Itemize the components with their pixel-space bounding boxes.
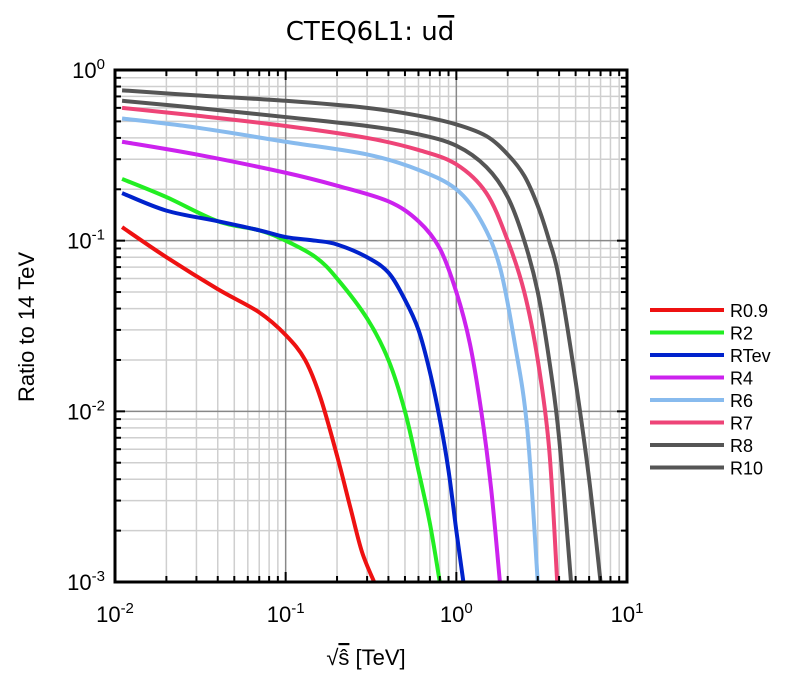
series-line-r7 [121,105,560,582]
x-tick-base: 10 [96,602,120,627]
legend-label-r6: R6 [730,391,753,411]
series-line-r6 [121,116,540,582]
plot-frame [113,68,629,584]
y-tick-exponent: -1 [92,227,105,244]
x-tick-label: 10-2 [96,600,134,627]
series-line-r4 [121,139,502,582]
y-tick-base: 10 [67,399,91,424]
y-tick-label: 100 [72,56,105,83]
legend-label-r8: R8 [730,436,753,456]
plot-series [120,88,603,582]
x-axis-label: √ŝ [TeV] [326,645,405,670]
x-tick-label: 101 [611,600,644,627]
y-tick-base: 10 [67,229,91,254]
x-tick-exponent: 1 [635,600,643,617]
y-tick-label: 10-2 [67,397,105,424]
y-axis-label: Ratio to 14 TeV [14,252,39,402]
series-line-r10 [121,88,603,582]
y-tick-base: 10 [67,570,91,595]
x-tick-exponent: -2 [121,600,134,617]
x-tick-label: 10-1 [267,600,305,627]
tick-marks [114,69,628,583]
legend-label-r7: R7 [730,414,753,434]
x-tick-base: 10 [611,602,635,627]
y-tick-exponent: -3 [92,568,105,585]
x-tick-labels: 10-2 10-1 100 101 [96,600,643,627]
y-tick-label: 10-1 [67,227,105,254]
legend-label-r2: R2 [730,324,753,344]
x-tick-label: 100 [440,600,473,627]
major-grid [115,70,627,582]
legend-label-rtev: RTev [730,346,771,366]
y-tick-label: 10-3 [67,568,105,595]
series-line-r8 [121,98,574,582]
series-line-r0-9 [120,225,377,582]
chart-title: CTEQ6L1: ud [286,17,455,47]
y-tick-base: 10 [72,58,96,83]
y-tick-exponent: -2 [92,397,105,414]
series-line-r2 [121,177,442,582]
x-tick-base: 10 [440,602,464,627]
series-line-rtev [121,191,466,582]
x-tick-base: 10 [267,602,291,627]
x-tick-exponent: 0 [464,600,472,617]
legend-label-r0-9: R0.9 [730,301,768,321]
x-tick-exponent: -1 [291,600,304,617]
legend-label-r10: R10 [730,459,763,479]
legend-label-r4: R4 [730,369,753,389]
y-tick-exponent: 0 [97,56,105,73]
